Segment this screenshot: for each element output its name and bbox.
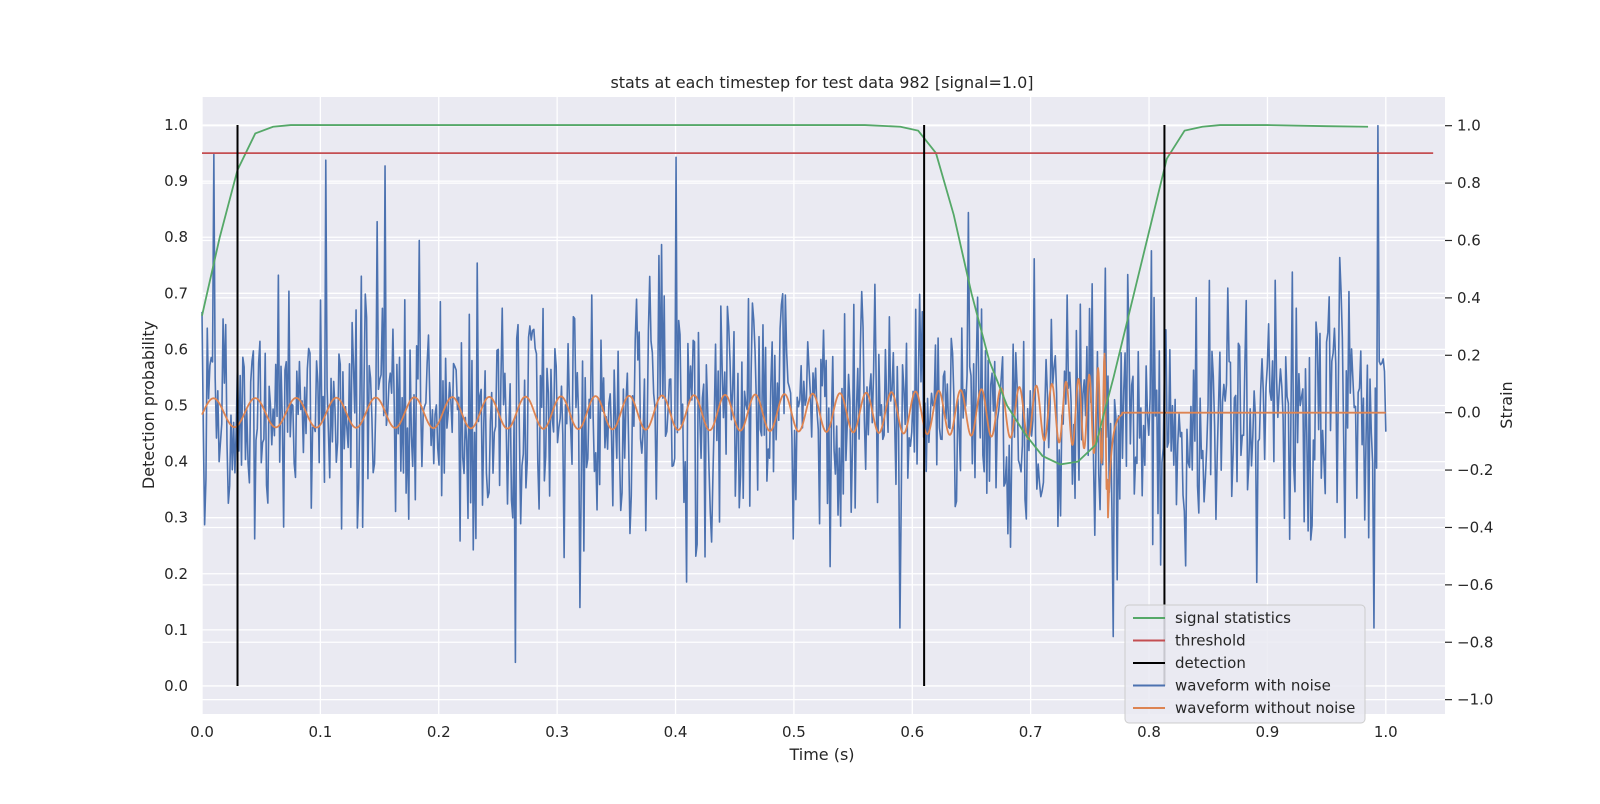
y-right-tick-label: −1.0 <box>1457 691 1493 709</box>
x-axis-label: Time (s) <box>788 745 854 764</box>
legend: signal statistics threshold detection wavef… <box>1124 604 1366 724</box>
legend-label: threshold <box>1175 632 1246 650</box>
series-waveform-without-noise <box>201 352 1387 519</box>
y-left-tick-label: 1.0 <box>164 116 188 134</box>
y-left-tick-label: 0.2 <box>164 565 188 583</box>
x-tick-label: 1.0 <box>1374 723 1398 741</box>
legend-box <box>1124 604 1366 724</box>
x-tick-label: 0.8 <box>1137 723 1161 741</box>
x-tick-label: 0.0 <box>190 723 214 741</box>
x-tick-label: 0.1 <box>308 723 332 741</box>
x-tick-label: 0.5 <box>782 723 806 741</box>
y-right-tick-label: −0.6 <box>1457 576 1493 594</box>
y-left-tick-label: 0.1 <box>164 621 188 639</box>
y-left-tick-label: 0.7 <box>164 284 188 302</box>
y-right-tick-label: 0.6 <box>1457 231 1481 249</box>
y-right-tick-label: 0.2 <box>1457 346 1481 364</box>
y-axis-left: 0.0 0.1 0.2 0.3 0.4 0.5 0.6 0.7 0.8 0.9 1.0 <box>164 116 188 695</box>
series-layer <box>201 124 1434 686</box>
y-right-tick-label: 1.0 <box>1457 117 1481 135</box>
y-right-tick-label: −0.8 <box>1457 633 1493 651</box>
legend-label: detection <box>1175 654 1246 672</box>
legend-label: waveform without noise <box>1175 699 1355 717</box>
y-left-tick-label: 0.0 <box>164 677 188 695</box>
y-right-tick-label: 0.8 <box>1457 174 1481 192</box>
legend-label: waveform with noise <box>1175 677 1331 695</box>
x-tick-label: 0.2 <box>427 723 451 741</box>
y-left-tick-label: 0.5 <box>164 397 188 415</box>
x-tick-label: 0.7 <box>1019 723 1043 741</box>
y-right-tick-label: 0.4 <box>1457 289 1481 307</box>
chart-title: stats at each timestep for test data 982… <box>610 73 1033 92</box>
y-left-tick-label: 0.8 <box>164 228 188 246</box>
series-waveform-with-noise <box>201 124 1387 664</box>
y-left-tick-label: 0.4 <box>164 453 188 471</box>
y-right-tick-label: 0.0 <box>1457 404 1481 422</box>
y-left-tick-label: 0.9 <box>164 172 188 190</box>
x-axis: 0.0 0.1 0.2 0.3 0.4 0.5 0.6 0.7 0.8 0.9 1.0 <box>190 723 1398 741</box>
y-left-tick-label: 0.6 <box>164 340 188 358</box>
y-axis-right-label: Strain <box>1497 381 1516 428</box>
y-left-tick-label: 0.3 <box>164 509 188 527</box>
y-axis-left-label: Detection probability <box>139 321 158 489</box>
x-tick-label: 0.3 <box>545 723 569 741</box>
x-tick-label: 0.6 <box>900 723 924 741</box>
y-axis-right: −1.0 −0.8 −0.6 −0.4 −0.2 0.0 0.2 0.4 0.6 0.8 1.0 <box>1445 117 1493 709</box>
x-tick-label: 0.4 <box>664 723 688 741</box>
series-signal-statistics <box>201 124 1369 466</box>
y-right-tick-label: −0.2 <box>1457 461 1493 479</box>
legend-label: signal statistics <box>1175 609 1291 627</box>
y-right-tick-label: −0.4 <box>1457 518 1493 536</box>
x-tick-label: 0.9 <box>1255 723 1279 741</box>
